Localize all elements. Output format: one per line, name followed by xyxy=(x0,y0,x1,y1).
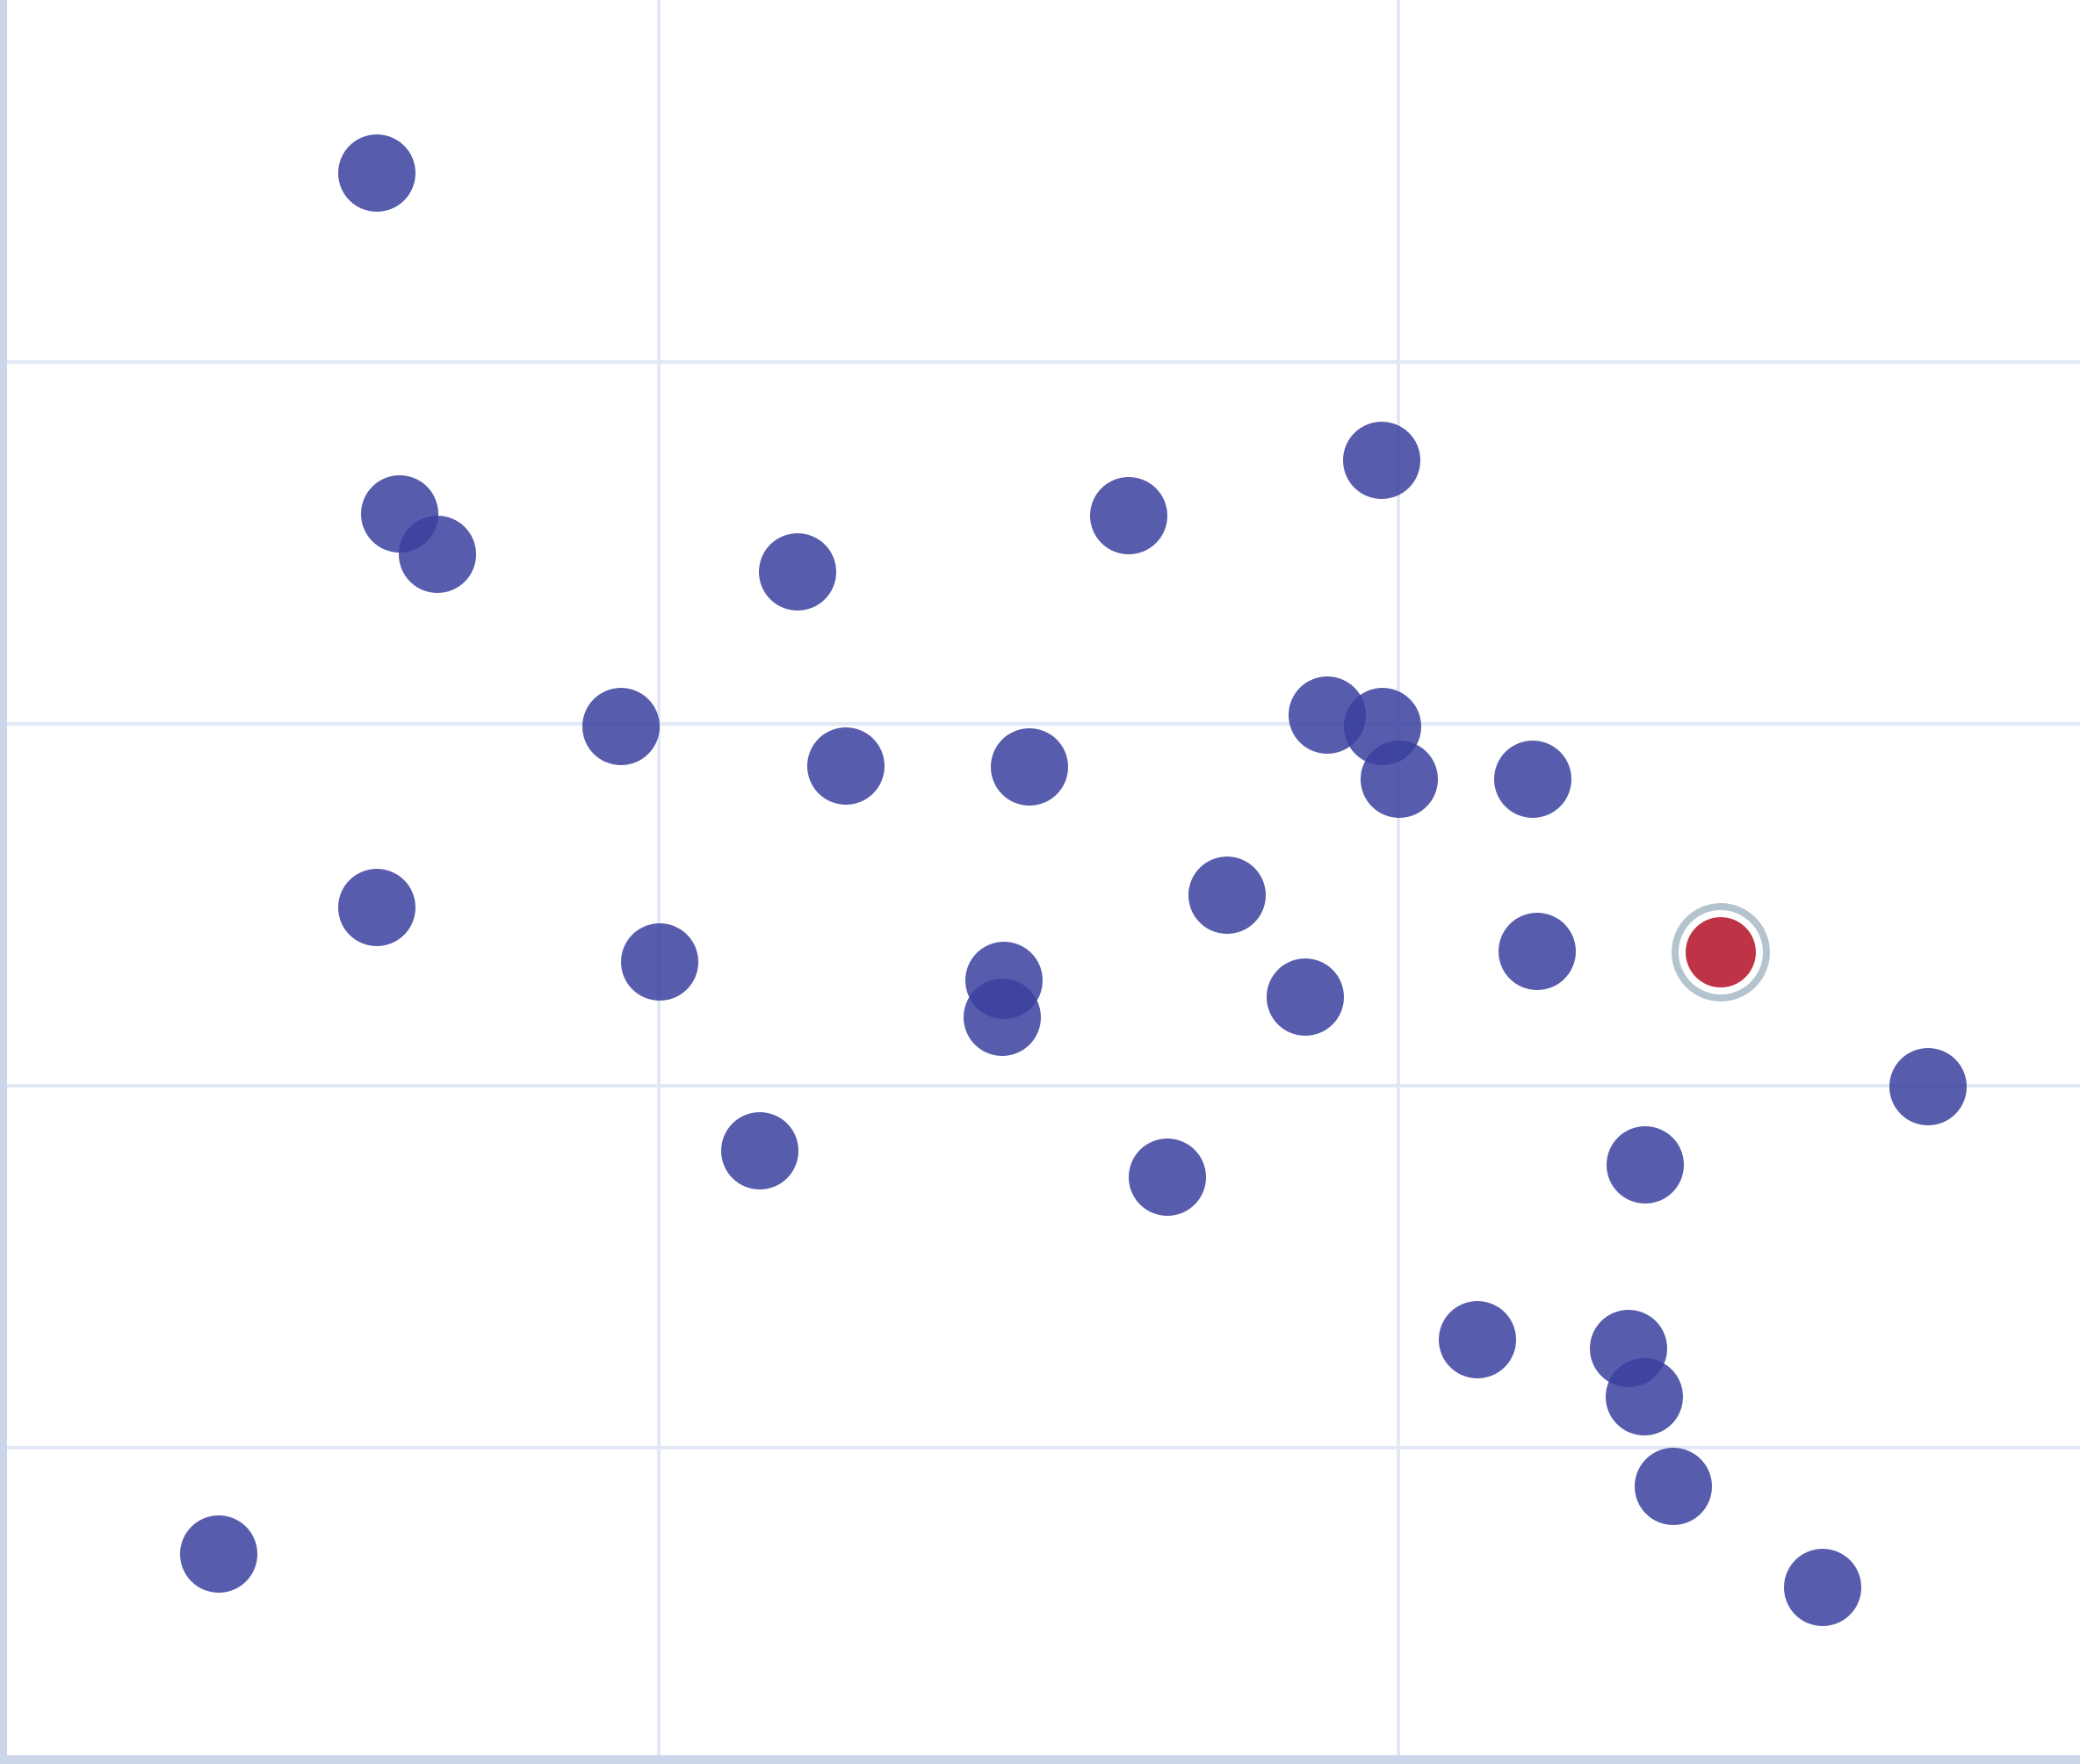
data-point[interactable] xyxy=(180,1515,257,1593)
data-point[interactable] xyxy=(399,516,476,593)
data-point[interactable] xyxy=(1784,1549,1861,1626)
highlighted-data-point[interactable] xyxy=(1672,903,1770,1001)
data-point[interactable] xyxy=(1343,422,1420,499)
data-point[interactable] xyxy=(807,727,885,805)
data-point[interactable] xyxy=(1129,1139,1206,1216)
data-point[interactable] xyxy=(338,134,415,212)
data-point[interactable] xyxy=(1499,913,1576,990)
left-axis-line xyxy=(0,0,7,1764)
data-point[interactable] xyxy=(1267,958,1344,1036)
data-point[interactable] xyxy=(1494,741,1571,818)
data-point[interactable] xyxy=(1635,1448,1712,1525)
data-point[interactable] xyxy=(759,533,836,611)
data-point[interactable] xyxy=(1439,1301,1516,1378)
data-point[interactable] xyxy=(1361,741,1438,818)
bottom-axis-line xyxy=(0,1755,2080,1764)
data-point[interactable] xyxy=(991,728,1068,806)
data-point[interactable] xyxy=(1889,1048,1967,1125)
data-point[interactable] xyxy=(338,869,415,946)
data-points xyxy=(180,134,1967,1626)
data-point[interactable] xyxy=(582,688,660,765)
data-point[interactable] xyxy=(964,979,1041,1056)
highlighted-data-point-dot[interactable] xyxy=(1686,917,1756,987)
data-point[interactable] xyxy=(1606,1358,1683,1435)
data-point[interactable] xyxy=(1090,477,1167,554)
data-point[interactable] xyxy=(621,923,698,1001)
data-point[interactable] xyxy=(1188,857,1266,934)
data-point[interactable] xyxy=(1607,1126,1684,1204)
data-point[interactable] xyxy=(721,1112,798,1189)
